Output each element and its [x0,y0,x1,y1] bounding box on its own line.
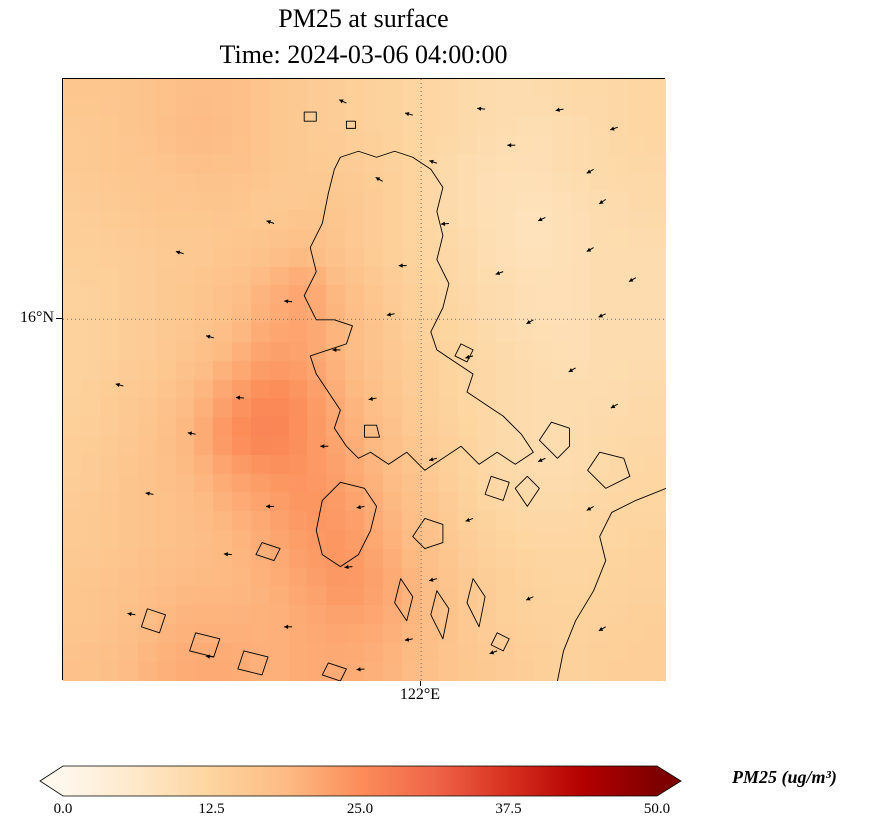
colorbar-bar [39,765,682,797]
coastline-path [238,651,268,675]
wind-arrow [586,505,594,511]
wind-arrow [598,626,606,632]
wind-arrow [598,198,606,205]
map-axes [62,78,666,681]
wind-arrow [386,312,395,317]
wind-arrow [175,250,184,255]
coastline-path [346,121,355,128]
wind-arrow [320,444,329,449]
x-tick-label: 122°E [399,686,441,703]
x-tick-mark [420,680,421,686]
pm25-heatmap [63,79,666,681]
wind-arrow [375,176,383,182]
wind-arrow [465,517,474,522]
wind-arrow [398,263,407,268]
wind-arrow [404,111,413,117]
chart-title: PM25 at surface [278,4,449,33]
wind-arrow [465,354,474,360]
wind-arrow [404,637,413,642]
coastline-path [304,151,533,470]
wind-arrow [266,504,275,509]
wind-arrow [555,107,564,112]
y-tick-mark [56,318,62,319]
coastline-path [557,488,666,681]
wind-arrow [284,624,293,629]
coastline-path [588,452,630,488]
coastline-path [455,344,473,362]
wind-arrow [526,319,534,325]
colorbar-tick-label: 0.0 [53,801,73,817]
colorbar-label: PM25 (ug/m³) [732,767,837,787]
coastline-path [316,482,376,566]
colorbar-tick-label: 37.5 [495,801,522,817]
colorbar-tick-label: 50.0 [643,801,671,817]
wind-arrow [429,159,438,164]
wind-arrow [598,313,606,318]
coastline-path [256,543,280,561]
wind-arrow [338,99,347,104]
coastline-layer [63,79,666,681]
wind-arrow [115,382,124,388]
coastline-path [467,579,485,627]
wind-arrow [507,143,516,148]
chart-subtitle: Time: 2024-03-06 04:00:00 [219,40,508,69]
wind-arrow [429,577,437,582]
wind-arrow [344,564,353,570]
wind-arrow [568,367,576,373]
wind-arrow [235,395,244,400]
wind-arrow [525,596,534,601]
wind-arrow [537,217,546,222]
coastline-path [431,591,449,639]
coastline-path [141,609,165,633]
wind-arrow [495,270,504,276]
coastline-path [304,112,316,121]
wind-arrow [284,299,293,304]
coastline-path [395,579,413,621]
coastline-path [365,425,380,437]
wind-arrow [477,106,486,111]
wind-arrow [586,247,594,252]
coastline-path [515,476,539,506]
colorbar [39,765,682,797]
y-tick-label: 16°N [20,309,54,326]
wind-arrow [127,611,136,617]
wind-arrow [489,650,498,655]
wind-arrow [610,126,618,131]
map-overlay [63,79,666,681]
wind-arrow [356,667,365,672]
coastline-path [539,422,569,458]
wind-arrow [205,334,214,339]
wind-arrow [187,431,196,436]
coastline-path [322,663,346,681]
coastline-path [413,518,443,548]
wind-arrow [429,457,437,462]
coastline-path [491,633,509,651]
wind-arrow [586,168,594,174]
wind-arrow [223,552,232,557]
wind-arrow [610,403,619,409]
colorbar-ticks: 0.0 12.5 25.0 37.5 50.0 [54,801,671,821]
wind-arrow [537,457,546,463]
wind-arrow [440,221,449,226]
colorbar-tick-label: 12.5 [198,801,225,817]
wind-arrow [266,220,275,225]
coastline-path [485,476,509,500]
wind-arrow [356,504,365,510]
wind-arrow [145,491,154,496]
colorbar-tick-label: 25.0 [346,801,374,817]
wind-arrow [628,277,637,283]
wind-arrow [205,654,214,659]
wind-arrow [368,396,377,401]
wind-arrow [332,347,341,353]
